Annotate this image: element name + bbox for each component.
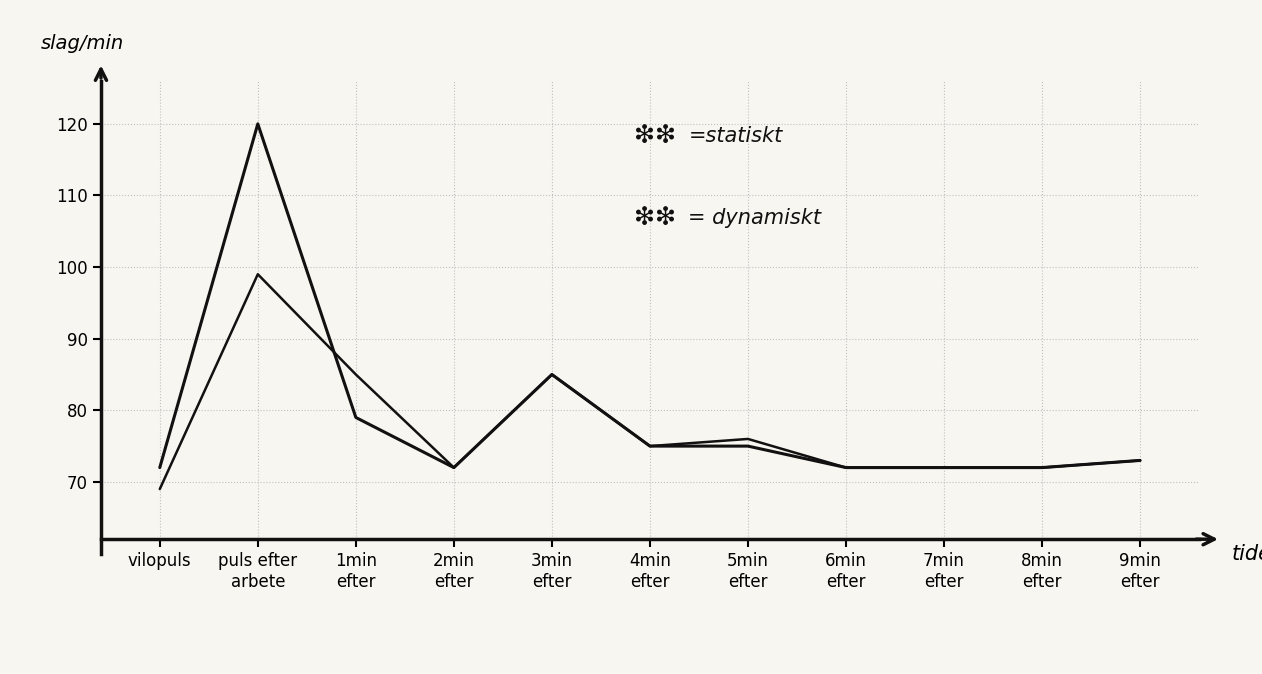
Text: ❇❇: ❇❇ — [635, 206, 676, 231]
Text: = dynamiskt: = dynamiskt — [688, 208, 822, 228]
Text: tider: tider — [1232, 544, 1262, 563]
Text: slag/min: slag/min — [40, 34, 124, 53]
Text: ❇❇: ❇❇ — [635, 124, 676, 148]
Text: =statiskt: =statiskt — [688, 126, 782, 146]
